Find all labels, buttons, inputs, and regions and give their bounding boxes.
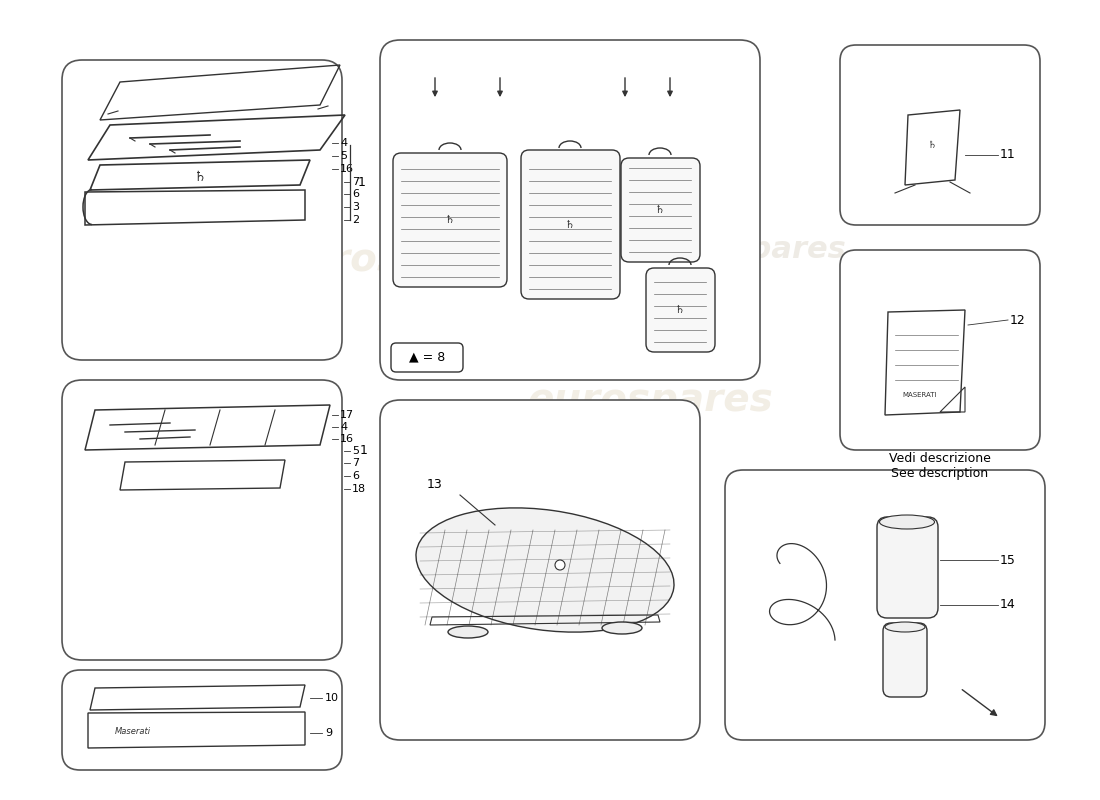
Text: ♄: ♄ xyxy=(654,205,666,215)
Text: eurospares: eurospares xyxy=(727,521,972,559)
Text: ♄: ♄ xyxy=(675,305,685,315)
FancyBboxPatch shape xyxy=(62,60,342,360)
Text: 14: 14 xyxy=(1000,598,1015,611)
FancyBboxPatch shape xyxy=(725,470,1045,740)
Text: 4: 4 xyxy=(340,422,348,432)
Text: 1: 1 xyxy=(358,177,366,190)
Ellipse shape xyxy=(886,622,925,632)
Ellipse shape xyxy=(448,626,488,638)
Text: 2: 2 xyxy=(352,215,359,225)
Text: eurospares: eurospares xyxy=(84,206,276,234)
Text: ♄: ♄ xyxy=(927,140,936,150)
Text: 5: 5 xyxy=(352,446,359,456)
Ellipse shape xyxy=(602,622,642,634)
Ellipse shape xyxy=(416,508,674,632)
FancyBboxPatch shape xyxy=(390,343,463,372)
Text: 10: 10 xyxy=(324,693,339,703)
FancyBboxPatch shape xyxy=(393,153,507,287)
Text: 1: 1 xyxy=(360,445,367,458)
FancyBboxPatch shape xyxy=(521,150,620,299)
Text: ♄: ♄ xyxy=(565,220,575,230)
Ellipse shape xyxy=(880,515,935,529)
Text: 7: 7 xyxy=(352,177,359,187)
Text: 13: 13 xyxy=(427,478,443,491)
Text: eurospares: eurospares xyxy=(277,241,522,279)
Text: eurospares: eurospares xyxy=(653,235,846,265)
FancyBboxPatch shape xyxy=(379,400,700,740)
Text: 6: 6 xyxy=(352,471,359,481)
Text: 12: 12 xyxy=(1010,314,1025,326)
FancyBboxPatch shape xyxy=(840,45,1040,225)
FancyBboxPatch shape xyxy=(877,517,938,618)
Text: eurospares: eurospares xyxy=(377,661,623,699)
FancyBboxPatch shape xyxy=(646,268,715,352)
Text: Maserati: Maserati xyxy=(116,726,151,735)
Circle shape xyxy=(556,560,565,570)
Text: eurospares: eurospares xyxy=(77,101,323,139)
Text: eurospares: eurospares xyxy=(854,566,1046,594)
FancyBboxPatch shape xyxy=(62,380,342,660)
Text: ▲ = 8: ▲ = 8 xyxy=(409,350,446,363)
Text: 11: 11 xyxy=(1000,149,1015,162)
Text: ♄: ♄ xyxy=(194,170,207,184)
Text: 15: 15 xyxy=(1000,554,1016,566)
Text: 6: 6 xyxy=(352,189,359,199)
FancyBboxPatch shape xyxy=(379,40,760,380)
Text: 16: 16 xyxy=(340,164,354,174)
Text: 17: 17 xyxy=(340,410,354,420)
Text: MASERATI: MASERATI xyxy=(903,392,937,398)
Text: 16: 16 xyxy=(340,434,354,444)
FancyBboxPatch shape xyxy=(840,250,1040,450)
FancyBboxPatch shape xyxy=(621,158,700,262)
Text: 3: 3 xyxy=(352,202,359,212)
Text: ♄: ♄ xyxy=(446,215,455,225)
Text: eurospares: eurospares xyxy=(527,381,773,419)
Text: 18: 18 xyxy=(352,484,366,494)
Text: Vedi descrizione
See description: Vedi descrizione See description xyxy=(889,452,991,480)
Text: eurospares: eurospares xyxy=(384,655,576,685)
Text: 7: 7 xyxy=(352,458,359,468)
Text: 9: 9 xyxy=(324,728,332,738)
Text: 5: 5 xyxy=(340,151,346,161)
FancyBboxPatch shape xyxy=(62,670,342,770)
Text: 4: 4 xyxy=(340,138,348,148)
FancyBboxPatch shape xyxy=(883,623,927,697)
